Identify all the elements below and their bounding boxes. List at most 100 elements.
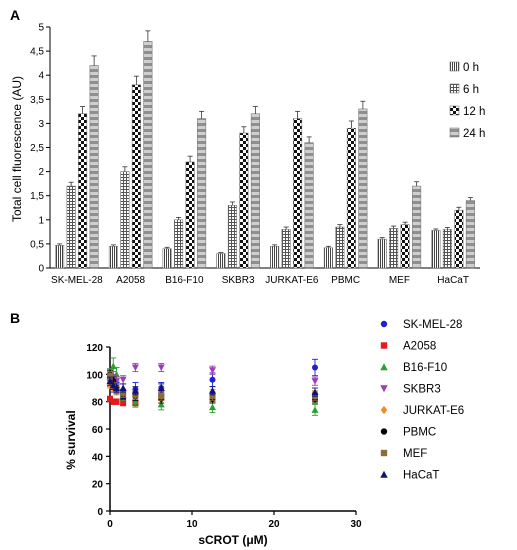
data-point <box>311 406 319 413</box>
scatter-chart-b: 0 20 40 60 80 100 120 0 10 20 30 <box>86 343 362 530</box>
legend-marker <box>380 363 388 371</box>
bar-chart-a: 0 0,5 1 1,5 2 2,5 3 3,5 4 4,5 5 SK-MEL-28 A2058 B16-F… <box>30 23 480 286</box>
bar <box>431 230 441 269</box>
data-point <box>110 398 117 405</box>
y-tick-label-a: 2,5 <box>30 143 44 154</box>
bar <box>108 246 118 269</box>
data-point <box>209 367 216 374</box>
data-point <box>311 388 319 396</box>
bar <box>131 84 141 269</box>
legend-label: JURKAT-E6 <box>403 405 464 417</box>
y-tick-label-a: 1,5 <box>30 191 44 202</box>
y-tick-label-b: 100 <box>86 370 103 381</box>
x-tick-label-a: B16-F10 <box>165 275 204 286</box>
y-tick-label-b: 80 <box>92 398 104 409</box>
data-point <box>131 387 139 394</box>
y-tick-label-a: 4 <box>38 71 44 82</box>
bar <box>358 108 368 269</box>
legend-label: PBMC <box>403 427 436 439</box>
legend-swatch <box>449 83 460 94</box>
bar <box>250 113 260 269</box>
bar <box>239 132 249 269</box>
legend-swatch <box>449 127 460 138</box>
legend-label: 12 h <box>463 106 485 118</box>
bar <box>185 161 195 269</box>
x-tick-label-b: 30 <box>350 519 362 530</box>
bar <box>143 41 153 269</box>
data-point <box>109 362 117 370</box>
bar <box>346 127 356 269</box>
bar <box>335 226 345 269</box>
x-tick-label-a: A2058 <box>116 275 145 286</box>
legend-label: A2058 <box>403 341 436 353</box>
x-tick-label-a: HaCaT <box>437 275 469 286</box>
bar <box>197 118 207 269</box>
x-tick-label-b: 0 <box>107 519 113 530</box>
data-point <box>311 378 319 385</box>
data-point <box>312 364 318 371</box>
y-axis-label-a: Total cell fluorescence (AU) <box>10 76 24 222</box>
data-point <box>157 400 165 408</box>
bar <box>120 171 130 269</box>
x-tick-label-a: MEF <box>389 275 410 286</box>
data-point <box>157 384 165 391</box>
legend-marker <box>380 342 388 349</box>
data-point <box>119 376 127 384</box>
data-point <box>209 403 216 411</box>
data-point <box>209 376 216 383</box>
legend-label: MEF <box>403 448 427 460</box>
data-point <box>113 384 121 391</box>
legend-label: SKBR3 <box>403 384 441 396</box>
legend-marker <box>380 449 388 457</box>
legend-marker <box>380 470 388 478</box>
bar <box>412 185 422 269</box>
data-point <box>131 398 139 405</box>
y-tick-label-b: 60 <box>92 425 104 436</box>
y-tick-label-a: 1 <box>38 215 44 226</box>
panel-b-label: B <box>10 310 20 326</box>
data-point <box>120 400 127 407</box>
data-point <box>209 393 216 400</box>
data-point <box>106 377 114 385</box>
legend-marker <box>380 385 388 393</box>
bar <box>377 238 387 269</box>
x-tick-label-b: 20 <box>268 519 280 530</box>
x-tick-label-b: 10 <box>186 519 198 530</box>
data-point <box>158 393 165 400</box>
legend-label: HaCaT <box>403 470 439 482</box>
y-tick-label-a: 3 <box>38 119 44 130</box>
x-axis-label-b: sCROT (μM) <box>198 533 267 547</box>
bar <box>216 253 226 269</box>
legend-b: SK-MEL-28 A2058 B16-F10 SKBR3 JURKAT-E6 PBMC M… <box>380 319 464 482</box>
y-tick-label-a: 5 <box>38 23 44 34</box>
y-tick-label-b: 40 <box>92 452 104 463</box>
y-tick-label-a: 3,5 <box>30 95 44 106</box>
y-tick-label-b: 0 <box>97 507 103 518</box>
x-tick-label-a: SK-MEL-28 <box>51 275 103 286</box>
bar <box>174 219 184 269</box>
bar <box>465 200 475 269</box>
bar <box>227 205 237 269</box>
data-point <box>113 398 120 405</box>
y-tick-label-a: 0 <box>38 264 44 275</box>
data-point <box>209 387 216 394</box>
x-tick-label-a: JURKAT-E6 <box>265 275 319 286</box>
legend-marker <box>380 405 388 415</box>
data-point <box>107 395 113 402</box>
legend-a: 0 h 6 h 12 h 24 h <box>449 61 485 140</box>
bar <box>323 247 333 269</box>
panel-a-label: A <box>10 7 20 23</box>
legend-label: SK-MEL-28 <box>403 319 462 331</box>
y-tick-label-b: 120 <box>86 343 103 354</box>
bar <box>89 65 99 269</box>
bar <box>66 185 76 269</box>
bar <box>454 209 464 269</box>
x-tick-label-a: PBMC <box>331 275 360 286</box>
legend-swatch <box>449 105 460 116</box>
y-axis-label-b: % survival <box>64 410 78 469</box>
legend-swatch <box>449 61 460 72</box>
bar <box>78 113 88 269</box>
legend-label: B16-F10 <box>403 362 447 374</box>
bar <box>162 248 172 269</box>
